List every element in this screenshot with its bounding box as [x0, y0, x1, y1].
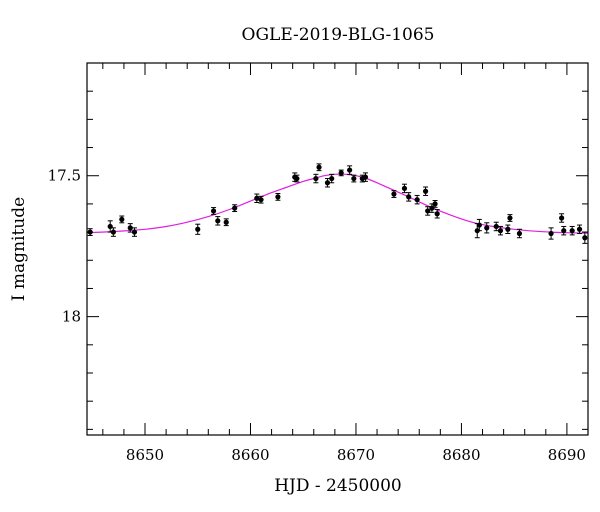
data-point: [210, 207, 217, 215]
y-tick-label: 18: [62, 308, 81, 326]
data-point: [351, 174, 357, 183]
data-point: [561, 225, 567, 236]
x-axis-label: HJD - 2450000: [274, 476, 402, 496]
data-point: [401, 183, 408, 194]
data-point: [223, 218, 229, 227]
data-point: [215, 216, 221, 226]
data-point: [329, 173, 335, 184]
data-point: [422, 186, 429, 196]
x-tick-label: 8650: [126, 446, 164, 464]
model-curve-layer: [87, 173, 588, 234]
data-point: [232, 204, 238, 213]
data-points-layer: [87, 163, 588, 244]
data-point: [338, 169, 344, 177]
tick-labels: 8650 8660 8670 8680 8690 17.5 18: [48, 167, 586, 464]
plot-frame: [86, 62, 589, 436]
data-point: [87, 228, 93, 236]
axis-ticks: [87, 62, 589, 435]
data-point: [195, 223, 201, 235]
data-point: [254, 193, 260, 203]
data-point: [119, 215, 125, 224]
x-tick-label: 8680: [442, 446, 480, 464]
data-point: [347, 165, 353, 175]
data-point: [414, 194, 420, 205]
data-point: [516, 228, 523, 239]
model-curve: [87, 173, 588, 234]
data-point: [425, 206, 431, 216]
data-point: [476, 218, 482, 232]
data-point: [434, 209, 440, 219]
data-point: [576, 224, 583, 234]
data-point: [484, 222, 490, 234]
data-point: [569, 225, 575, 236]
data-point: [275, 192, 281, 201]
data-point: [131, 227, 138, 237]
data-point: [505, 224, 511, 234]
x-tick-label: 8660: [231, 446, 269, 464]
data-point: [391, 190, 397, 198]
y-tick-label: 17.5: [48, 167, 81, 185]
data-point: [559, 213, 565, 223]
data-point: [258, 195, 264, 204]
data-point: [316, 163, 322, 172]
data-point: [406, 192, 412, 202]
chart-title: OGLE-2019-BLG-1065: [242, 25, 435, 45]
data-point: [110, 227, 116, 237]
data-point: [432, 200, 438, 208]
data-point: [507, 214, 513, 222]
data-point: [362, 172, 369, 182]
y-axis-label: I magnitude: [9, 197, 29, 301]
data-point: [294, 174, 300, 183]
data-point: [313, 173, 319, 184]
x-tick-label: 8670: [337, 446, 375, 464]
data-point: [548, 227, 554, 240]
data-point: [497, 225, 504, 236]
data-point: [582, 231, 588, 244]
x-tick-label: 8690: [548, 446, 586, 464]
data-point: [127, 223, 133, 233]
